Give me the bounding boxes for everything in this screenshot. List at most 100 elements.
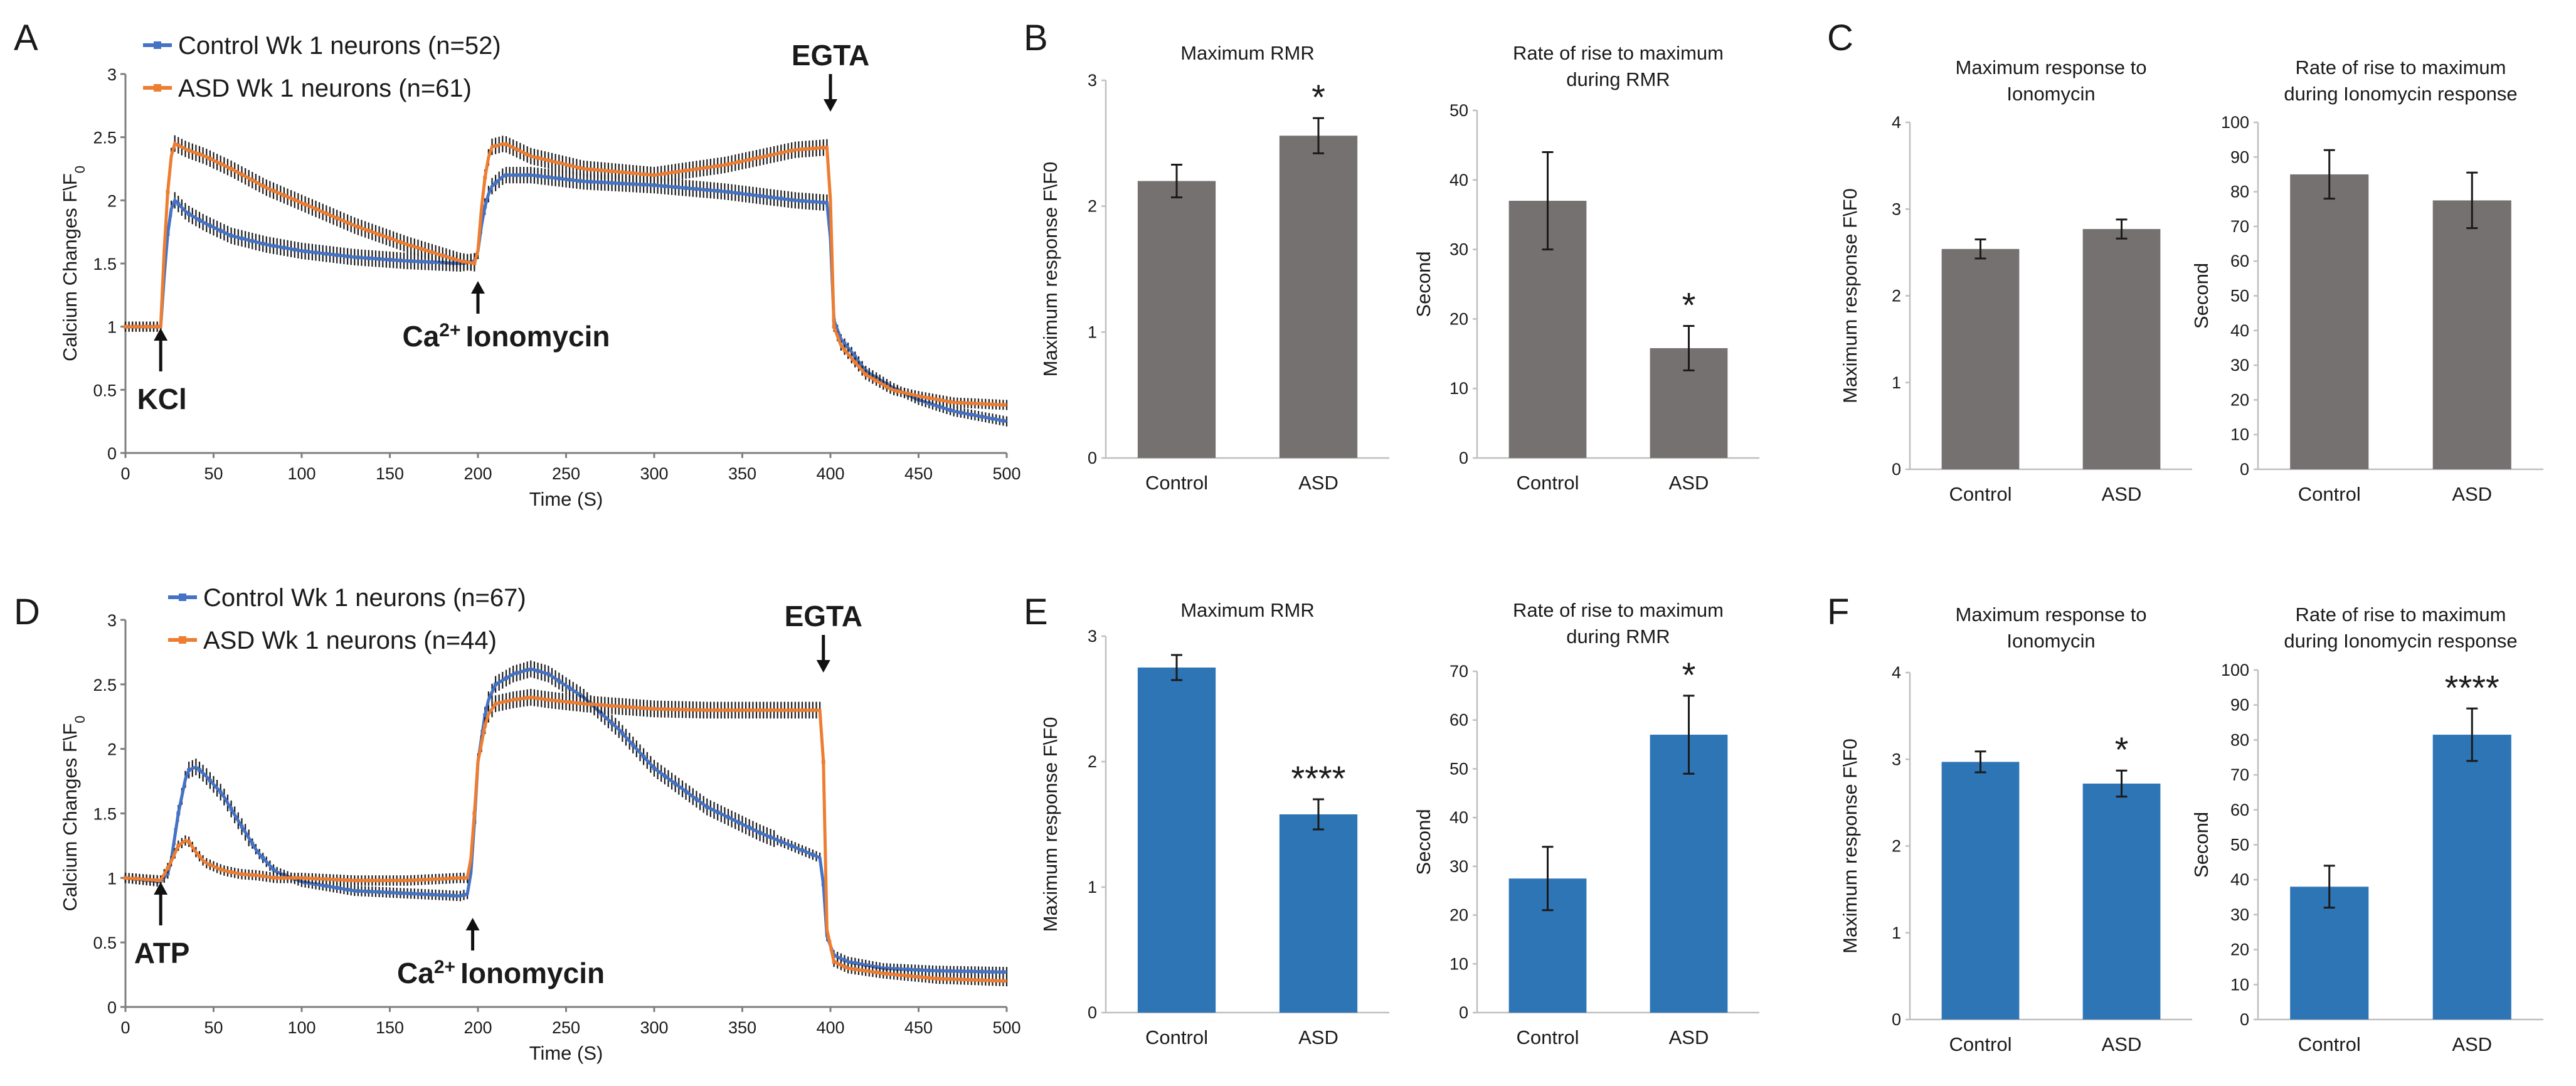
panel-f2-ytick-label: 30 (2230, 905, 2249, 924)
panel-a-series-point-0 (990, 417, 995, 421)
panel-d-series-point-1 (726, 708, 731, 712)
panel-a-series-point-1 (377, 232, 381, 237)
panel-f1-bar-asd (2082, 783, 2161, 1019)
panel-f1-ytick-label: 3 (1892, 750, 1901, 769)
panel-a-series-point-0 (208, 223, 212, 228)
panel-a-series-point-1 (314, 207, 318, 211)
panel-d-series-point-0 (218, 790, 223, 794)
panel-d-series-point-0 (250, 841, 255, 846)
panel-f2-ytick-label: 20 (2230, 940, 2249, 959)
panel-a-series-point-0 (366, 256, 371, 260)
panel-a-series-point-1 (916, 394, 921, 398)
panel-d-arrow-ionomycin-head (465, 918, 480, 930)
panel-d-series-point-0 (906, 967, 910, 972)
panel-c2-y-axis-title: Second (2190, 263, 2212, 329)
panel-a-series-point-1 (356, 225, 360, 229)
panel-a-series-point-1 (662, 171, 667, 176)
panel-a-series-point-0 (292, 247, 297, 252)
panel-a-series-point-0 (927, 401, 931, 405)
panel-d-series-point-1 (927, 976, 931, 980)
panel-a-series-point-1 (525, 152, 529, 157)
panel-d-series-point-1 (938, 976, 942, 981)
panel-d-arrow-egta-head (816, 660, 830, 673)
panel-b2-ytick-label: 10 (1450, 379, 1468, 398)
panel-d-series-point-1 (124, 876, 127, 880)
panel-b2-category-label-control: Control (1517, 472, 1579, 494)
panel-e1-significance-asd: **** (1291, 759, 1345, 798)
panel-d-series-point-1 (1001, 979, 1005, 983)
panel-a-arrow-egta (824, 74, 837, 112)
panel-b1-ytick-label: 0 (1088, 449, 1097, 467)
panel-d-series-point-1 (958, 977, 963, 982)
panel-a-series-point-1 (716, 164, 720, 168)
panel-e1-category-label-control: Control (1145, 1026, 1208, 1048)
panel-a-series-point-1 (800, 147, 805, 151)
panel-d-arrow-stim (154, 882, 168, 925)
panel-a-annotation-egta: EGTA (792, 39, 869, 72)
panel-d-series-point-0 (747, 826, 751, 830)
panel-d-series-point-1 (631, 705, 635, 710)
panel-a-series-point-0 (250, 239, 255, 243)
panel-a-series-point-1 (366, 228, 371, 233)
panel-b1-category-label-asd: ASD (1298, 472, 1338, 494)
panel-d-series-point-0 (768, 835, 773, 839)
panel-a-xtick-label: 0 (120, 464, 130, 483)
panel-a-series-point-0 (810, 200, 815, 204)
panel-a-series-point-1 (990, 402, 995, 407)
panel-e2-ytick-label: 60 (1450, 711, 1468, 730)
panel-c1-bar-control (1941, 248, 2020, 469)
panel-b1-bar-control (1137, 181, 1216, 458)
panel-a-series-point-0 (398, 258, 403, 263)
panel-d-series-point-0 (430, 892, 434, 897)
panel-e2-category-label-control: Control (1517, 1026, 1579, 1048)
panel-a-series-point-1 (536, 156, 540, 160)
panel-d-series-point-1 (198, 854, 202, 858)
panel-c1-ytick-label: 0 (1892, 460, 1901, 479)
panel-d-series-point-1 (366, 878, 371, 883)
panel-d-series-point-0 (536, 669, 540, 673)
panel-a-series-point-1 (546, 158, 551, 162)
panel-a-series-point-0 (694, 187, 699, 191)
panel-d-legend-label-0: Control Wk 1 neurons (n=67) (203, 584, 526, 612)
panel-a-series-point-0 (642, 183, 646, 187)
panel-a-series-point-1 (514, 147, 519, 152)
panel-a-series-point-1 (768, 153, 773, 157)
panel-d-series-point-0 (176, 811, 181, 816)
panel-d-series-point-1 (790, 708, 794, 712)
panel-f1-title-line-1: Ionomycin (2006, 630, 2095, 652)
panel-a-ytick-label: 0.5 (93, 381, 117, 400)
panel-c2-ytick-label: 50 (2230, 287, 2249, 306)
panel-d-arrow-egta (816, 635, 830, 673)
panel-b2-title-line-1: during RMR (1566, 68, 1670, 90)
panel-a-series-point-0 (821, 200, 825, 205)
panel-a-series-point-0 (969, 412, 973, 417)
panel-e1-bar-asd (1279, 814, 1358, 1013)
panel-d-series-point-1 (768, 708, 773, 712)
panel-f2-bar-asd (2432, 735, 2511, 1019)
panel-c2-ytick-label: 10 (2230, 425, 2249, 444)
panel-c2-title-line-1: during Ionomycin response (2284, 83, 2517, 105)
panel-d-series-point-0 (652, 766, 656, 770)
panel-a-series-point-0 (980, 415, 984, 419)
panel-a-series-point-1 (642, 172, 646, 176)
panel-a-series-point-1 (980, 402, 984, 406)
panel-a-ytick-label: 2.5 (93, 129, 117, 147)
panel-a-xtick-label: 200 (464, 464, 492, 483)
panel-a-series-point-1 (198, 152, 202, 156)
panel-d-series-point-1 (134, 876, 138, 881)
panel-c2-ytick-label: 40 (2230, 321, 2249, 340)
panel-d-ytick-label: 1 (107, 869, 117, 888)
panel-f2-category-label-asd: ASD (2452, 1033, 2492, 1055)
panel-d-series-point-1 (377, 878, 381, 883)
panel-d-series-point-1 (472, 811, 477, 816)
panel-a-ytick-label: 3 (107, 65, 117, 84)
panel-d-legend-marker-0 (179, 594, 186, 601)
panel-a-series-point-0 (853, 354, 857, 359)
panel-d-series-point-1 (303, 876, 307, 880)
panel-f2-ytick-label: 60 (2230, 801, 2249, 819)
panel-c2-category-label-asd: ASD (2452, 483, 2492, 505)
panel-d-series-point-1 (620, 705, 625, 709)
panel-a-series-point-0 (218, 228, 223, 233)
panel-b2-title-line-0: Rate of rise to maximum (1513, 42, 1724, 64)
panel-a-legend-marker-0 (154, 41, 161, 49)
